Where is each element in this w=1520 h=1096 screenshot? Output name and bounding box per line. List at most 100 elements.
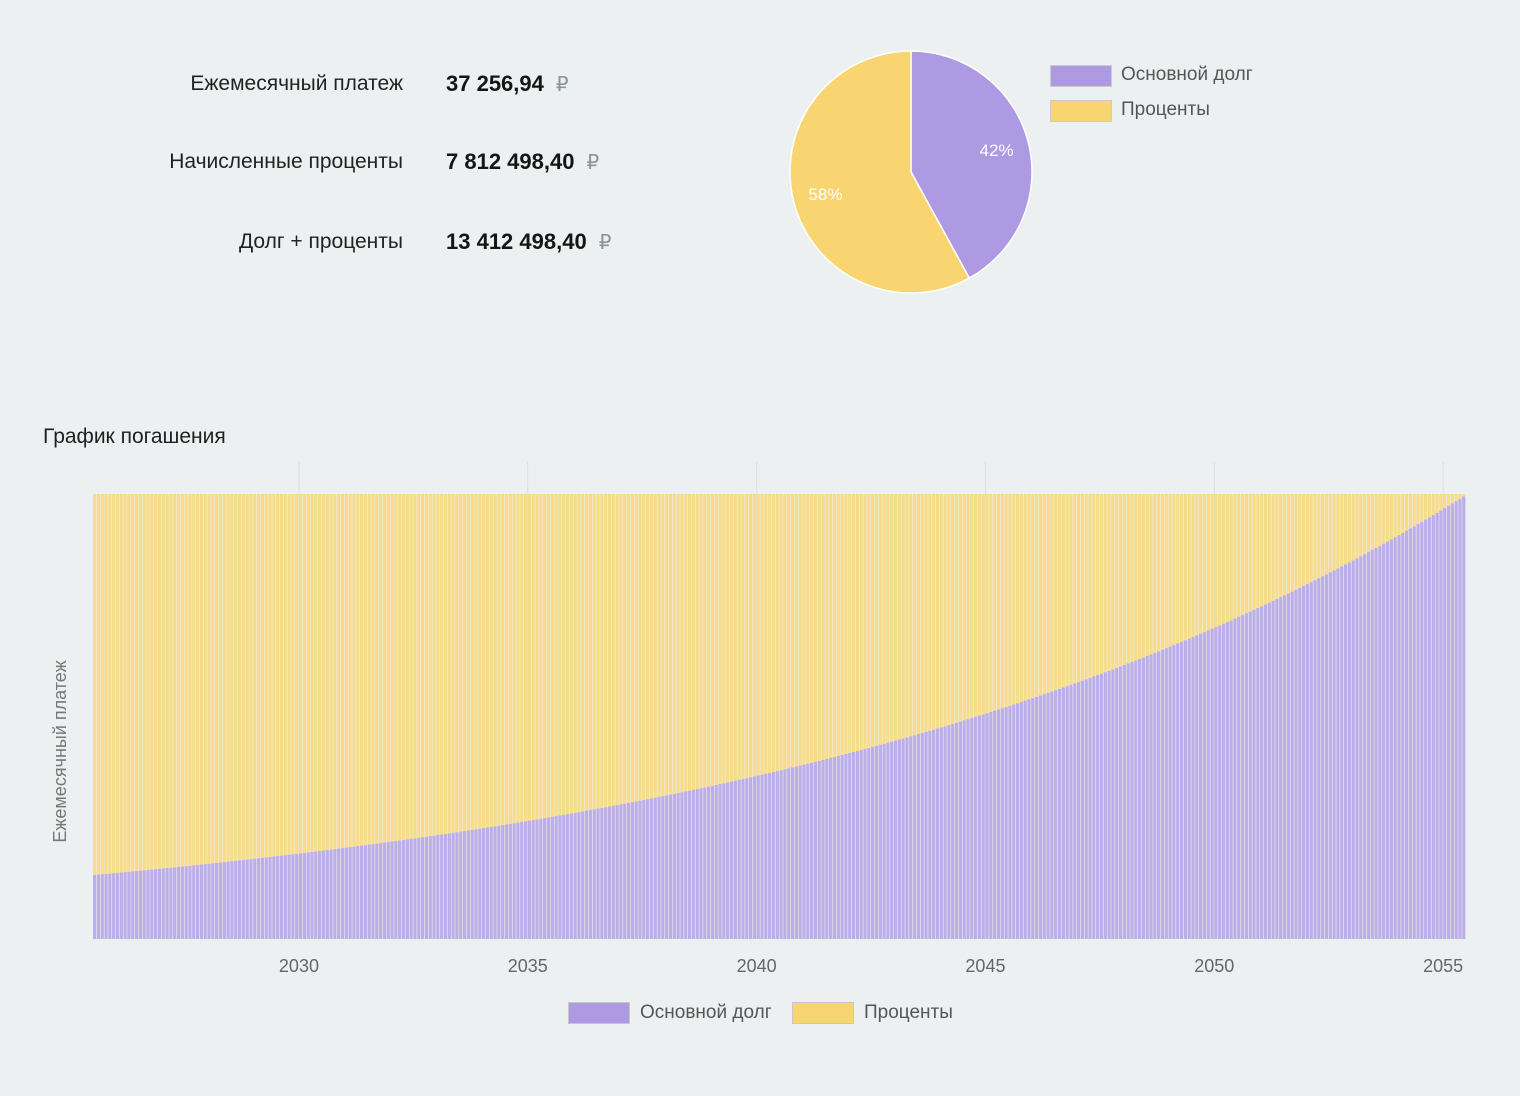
bar-principal[interactable] xyxy=(1179,641,1184,939)
bar-principal[interactable] xyxy=(417,837,421,939)
bar-interest[interactable] xyxy=(390,494,394,842)
bar-interest[interactable] xyxy=(157,494,162,869)
bar-interest[interactable] xyxy=(565,494,570,815)
bar-principal[interactable] xyxy=(859,749,863,939)
bar-interest[interactable] xyxy=(1435,494,1439,513)
bar-principal[interactable] xyxy=(424,836,429,939)
bar-interest[interactable] xyxy=(916,494,921,735)
bar-interest[interactable] xyxy=(1416,494,1420,525)
bar-principal[interactable] xyxy=(1313,580,1317,939)
bar-interest[interactable] xyxy=(1050,494,1054,692)
bar-principal[interactable] xyxy=(630,802,634,939)
bar-interest[interactable] xyxy=(504,494,509,825)
bar-interest[interactable] xyxy=(695,494,699,790)
bar-principal[interactable] xyxy=(1019,702,1023,939)
bar-interest[interactable] xyxy=(1138,494,1142,659)
bar-principal[interactable] xyxy=(722,783,726,939)
bar-interest[interactable] xyxy=(649,494,654,799)
pie-slice-interest[interactable] xyxy=(789,50,971,294)
bar-interest[interactable] xyxy=(863,494,867,749)
bar-interest[interactable] xyxy=(977,494,982,716)
bar-principal[interactable] xyxy=(905,737,909,939)
bar-principal[interactable] xyxy=(878,744,882,939)
bar-principal[interactable] xyxy=(1183,640,1187,939)
bar-principal[interactable] xyxy=(1351,560,1355,939)
bar-principal[interactable] xyxy=(806,763,810,939)
bar-principal[interactable] xyxy=(1187,638,1191,939)
bar-principal[interactable] xyxy=(470,829,474,939)
bar-principal[interactable] xyxy=(1340,566,1344,939)
bar-principal[interactable] xyxy=(554,816,558,939)
bar-principal[interactable] xyxy=(333,849,337,939)
bar-principal[interactable] xyxy=(1122,664,1126,939)
bar-interest[interactable] xyxy=(1000,494,1004,709)
bar-interest[interactable] xyxy=(890,494,894,742)
bar-interest[interactable] xyxy=(131,494,135,872)
bar-principal[interactable] xyxy=(1000,708,1004,939)
bar-interest[interactable] xyxy=(1313,494,1317,581)
bar-principal[interactable] xyxy=(581,811,585,939)
bar-principal[interactable] xyxy=(1427,517,1432,939)
bar-interest[interactable] xyxy=(211,494,215,864)
bar-principal[interactable] xyxy=(924,731,928,939)
bar-interest[interactable] xyxy=(1370,494,1374,551)
bar-principal[interactable] xyxy=(1328,572,1332,939)
bar-principal[interactable] xyxy=(462,831,467,939)
bar-principal[interactable] xyxy=(649,798,654,939)
bar-interest[interactable] xyxy=(947,494,951,726)
bar-principal[interactable] xyxy=(169,867,173,939)
bar-principal[interactable] xyxy=(573,812,577,939)
bar-interest[interactable] xyxy=(432,494,436,836)
bar-principal[interactable] xyxy=(657,796,661,939)
bar-principal[interactable] xyxy=(562,814,566,939)
bar-interest[interactable] xyxy=(264,494,268,858)
bar-interest[interactable] xyxy=(562,494,566,815)
bar-interest[interactable] xyxy=(539,494,543,819)
bar-principal[interactable] xyxy=(970,718,974,939)
bar-principal[interactable] xyxy=(443,833,448,939)
bar-interest[interactable] xyxy=(1443,494,1447,509)
bar-interest[interactable] xyxy=(1115,494,1119,668)
bar-interest[interactable] xyxy=(642,494,646,800)
bar-principal[interactable] xyxy=(932,729,936,939)
bar-interest[interactable] xyxy=(420,494,425,838)
bar-interest[interactable] xyxy=(737,494,741,780)
bar-interest[interactable] xyxy=(1309,494,1313,583)
bar-interest[interactable] xyxy=(874,494,879,746)
bar-interest[interactable] xyxy=(1279,494,1283,598)
bar-principal[interactable] xyxy=(832,756,837,939)
bar-interest[interactable] xyxy=(1439,494,1443,511)
bar-principal[interactable] xyxy=(1294,589,1298,939)
bar-interest[interactable] xyxy=(1164,494,1168,649)
bar-principal[interactable] xyxy=(1359,556,1363,939)
bar-principal[interactable] xyxy=(1439,510,1443,939)
bar-principal[interactable] xyxy=(634,801,638,939)
bar-interest[interactable] xyxy=(611,494,615,806)
bar-principal[interactable] xyxy=(1229,620,1233,939)
bar-principal[interactable] xyxy=(642,799,646,939)
bar-interest[interactable] xyxy=(619,494,623,805)
bar-principal[interactable] xyxy=(1118,666,1123,939)
bar-principal[interactable] xyxy=(272,856,276,939)
bar-interest[interactable] xyxy=(237,494,242,861)
bar-interest[interactable] xyxy=(840,494,844,756)
bar-interest[interactable] xyxy=(764,494,768,774)
bar-interest[interactable] xyxy=(779,494,783,771)
bar-principal[interactable] xyxy=(909,736,913,939)
bar-principal[interactable] xyxy=(817,760,821,939)
bar-principal[interactable] xyxy=(398,840,402,939)
bar-principal[interactable] xyxy=(1263,604,1268,939)
bar-interest[interactable] xyxy=(768,494,772,773)
bar-interest[interactable] xyxy=(596,494,600,809)
bar-interest[interactable] xyxy=(886,494,890,743)
bar-interest[interactable] xyxy=(1267,494,1271,603)
bar-principal[interactable] xyxy=(794,766,798,939)
bar-principal[interactable] xyxy=(897,739,901,939)
bar-interest[interactable] xyxy=(245,494,249,860)
bar-interest[interactable] xyxy=(1179,494,1184,642)
bar-interest[interactable] xyxy=(783,494,787,770)
bar-interest[interactable] xyxy=(1347,494,1351,563)
bar-interest[interactable] xyxy=(1149,494,1153,655)
bar-interest[interactable] xyxy=(1382,494,1386,544)
bar-principal[interactable] xyxy=(1073,683,1077,939)
